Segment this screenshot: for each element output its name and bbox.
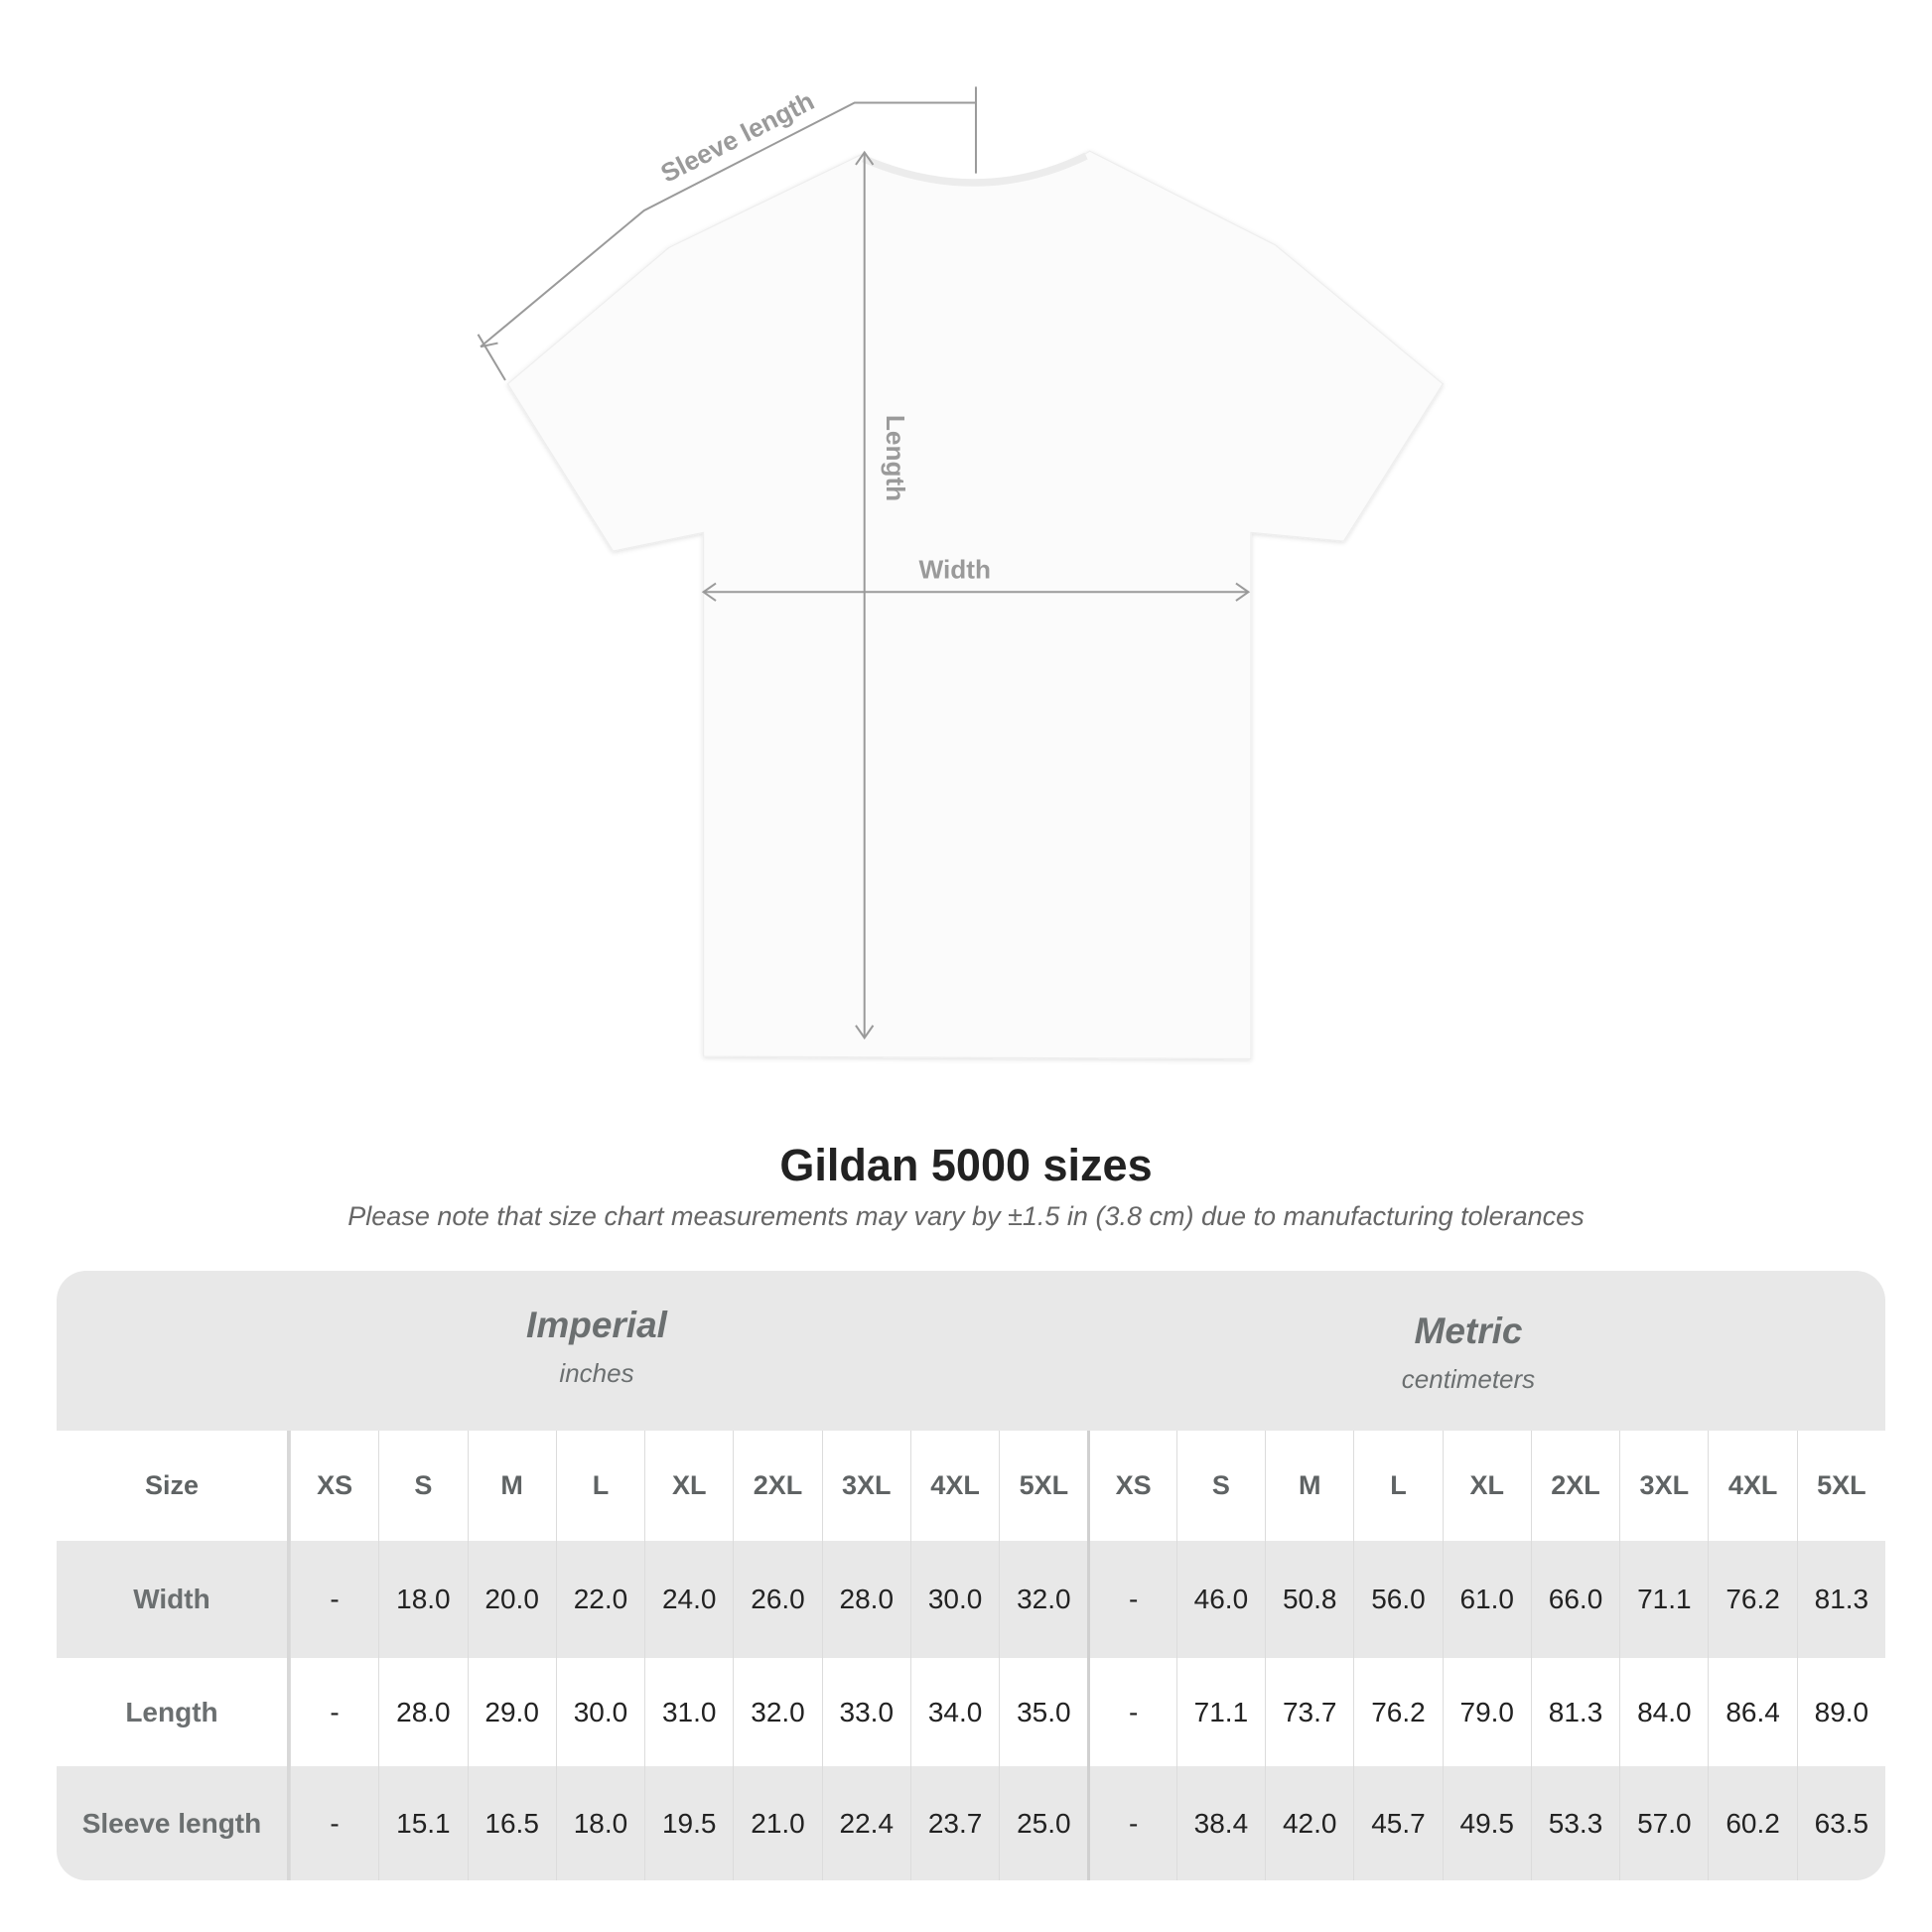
value-cell: 29.0 (467, 1658, 556, 1766)
value-cell: 71.1 (1619, 1541, 1708, 1658)
size-header-metric-xl: XL (1442, 1431, 1531, 1541)
size-table: Imperial inches Metric centimeters Size … (57, 1271, 1885, 1880)
imperial-title: Imperial (526, 1305, 667, 1345)
length-label: Length (881, 415, 910, 501)
value-cell: 86.4 (1708, 1658, 1796, 1766)
value-cell: 71.1 (1175, 1658, 1265, 1766)
row-label: Width (57, 1541, 290, 1658)
tolerance-note: Please note that size chart measurements… (347, 1201, 1585, 1231)
value-cell: 18.0 (555, 1766, 644, 1880)
value-cell: 28.0 (378, 1658, 467, 1766)
value-cell: 81.3 (1530, 1658, 1619, 1766)
value-cell: 45.7 (1353, 1766, 1442, 1880)
imperial-header: Imperial inches (299, 1305, 895, 1389)
value-cell: 16.5 (467, 1766, 556, 1880)
size-header-metric-5xl: 5XL (1796, 1431, 1885, 1541)
value-cell: 49.5 (1442, 1766, 1531, 1880)
value-cell: 24.0 (644, 1541, 733, 1658)
sleeve-length-label: Sleeve length (656, 85, 819, 188)
size-header-imperial-l: L (555, 1431, 644, 1541)
value-cell: 33.0 (821, 1658, 910, 1766)
size-header-metric-s: S (1175, 1431, 1265, 1541)
value-cell: - (1087, 1766, 1175, 1880)
size-header-imperial-2xl: 2XL (733, 1431, 821, 1541)
row-label: Sleeve length (57, 1766, 290, 1880)
value-cell: 32.0 (999, 1541, 1087, 1658)
value-cell: 61.0 (1442, 1541, 1531, 1658)
value-cell: 79.0 (1442, 1658, 1531, 1766)
value-cell: 34.0 (909, 1658, 999, 1766)
value-cell: 63.5 (1796, 1766, 1885, 1880)
metric-unit: centimeters (1401, 1364, 1536, 1394)
value-cell: 84.0 (1619, 1658, 1708, 1766)
imperial-unit: inches (559, 1358, 634, 1388)
tshirt-shape (506, 150, 1445, 1060)
value-cell: 57.0 (1619, 1766, 1708, 1880)
row-label: Length (57, 1658, 290, 1766)
table-row: Sleeve length -15.1 16.5 18.0 19.5 21.0 22.4 23… (57, 1766, 1885, 1880)
value-cell: 26.0 (733, 1541, 821, 1658)
value-cell: 42.0 (1265, 1766, 1353, 1880)
value-cell: 53.3 (1530, 1766, 1619, 1880)
size-header-row: Size XS S M L XL 2XL 3XL 4XL 5XL XS S M L XL 2XL 3XL 4XL… (57, 1431, 1885, 1541)
size-header-imperial-4xl: 4XL (909, 1431, 999, 1541)
value-cell: 20.0 (467, 1541, 556, 1658)
value-cell: 35.0 (999, 1658, 1087, 1766)
value-cell: 18.0 (378, 1541, 467, 1658)
size-label: Size (57, 1431, 290, 1541)
value-cell: 30.0 (555, 1658, 644, 1766)
value-cell: 22.4 (821, 1766, 910, 1880)
size-header-metric-4xl: 4XL (1708, 1431, 1796, 1541)
size-header-imperial-m: M (467, 1431, 556, 1541)
size-header-imperial-3xl: 3XL (821, 1431, 910, 1541)
value-cell: 31.0 (644, 1658, 733, 1766)
value-cell: 28.0 (821, 1541, 910, 1658)
value-cell: 21.0 (733, 1766, 821, 1880)
size-header-imperial-xs: XS (289, 1431, 378, 1541)
value-cell: - (1087, 1541, 1175, 1658)
size-header-imperial-xl: XL (644, 1431, 733, 1541)
value-cell: 73.7 (1265, 1658, 1353, 1766)
size-header-imperial-s: S (378, 1431, 467, 1541)
value-cell: 50.8 (1265, 1541, 1353, 1658)
table-row: Width -18.0 20.0 22.0 24.0 26.0 28.0 30.0 32.0-4… (57, 1541, 1885, 1658)
sleeve-length-line (480, 101, 976, 348)
value-cell: 76.2 (1353, 1658, 1442, 1766)
measure-lines (477, 86, 1251, 1040)
size-header-metric-2xl: 2XL (1530, 1431, 1619, 1541)
page-title: Gildan 5000 sizes (779, 1140, 1153, 1190)
size-header-metric-m: M (1265, 1431, 1353, 1541)
value-cell: 46.0 (1175, 1541, 1265, 1658)
value-cell: - (289, 1541, 378, 1658)
metric-header: Metric centimeters (1171, 1311, 1766, 1395)
value-cell: 81.3 (1796, 1541, 1885, 1658)
table-row: Length -28.0 29.0 30.0 31.0 32.0 33.0 34.0 35.0-… (57, 1658, 1885, 1766)
value-cell: 89.0 (1796, 1658, 1885, 1766)
size-header-metric-3xl: 3XL (1619, 1431, 1708, 1541)
size-header-metric-l: L (1353, 1431, 1442, 1541)
row-band-width (57, 1541, 1885, 1658)
value-cell: 15.1 (378, 1766, 467, 1880)
value-cell: 19.5 (644, 1766, 733, 1880)
value-cell: 32.0 (733, 1658, 821, 1766)
value-cell: 30.0 (909, 1541, 999, 1658)
size-header-imperial-5xl: 5XL (999, 1431, 1087, 1541)
value-cell: 22.0 (555, 1541, 644, 1658)
width-label: Width (919, 555, 991, 585)
value-cell: 23.7 (909, 1766, 999, 1880)
value-cell: 38.4 (1175, 1766, 1265, 1880)
size-header-metric-xs: XS (1087, 1431, 1175, 1541)
row-band-sleeve (57, 1766, 1885, 1880)
value-cell: 25.0 (999, 1766, 1087, 1880)
value-cell: 76.2 (1708, 1541, 1796, 1658)
value-cell: 56.0 (1353, 1541, 1442, 1658)
header-band (57, 1271, 1885, 1431)
metric-title: Metric (1414, 1311, 1523, 1351)
value-cell: 66.0 (1530, 1541, 1619, 1658)
value-cell: - (1087, 1658, 1175, 1766)
value-cell: - (289, 1766, 378, 1880)
value-cell: - (289, 1658, 378, 1766)
value-cell: 60.2 (1708, 1766, 1796, 1880)
